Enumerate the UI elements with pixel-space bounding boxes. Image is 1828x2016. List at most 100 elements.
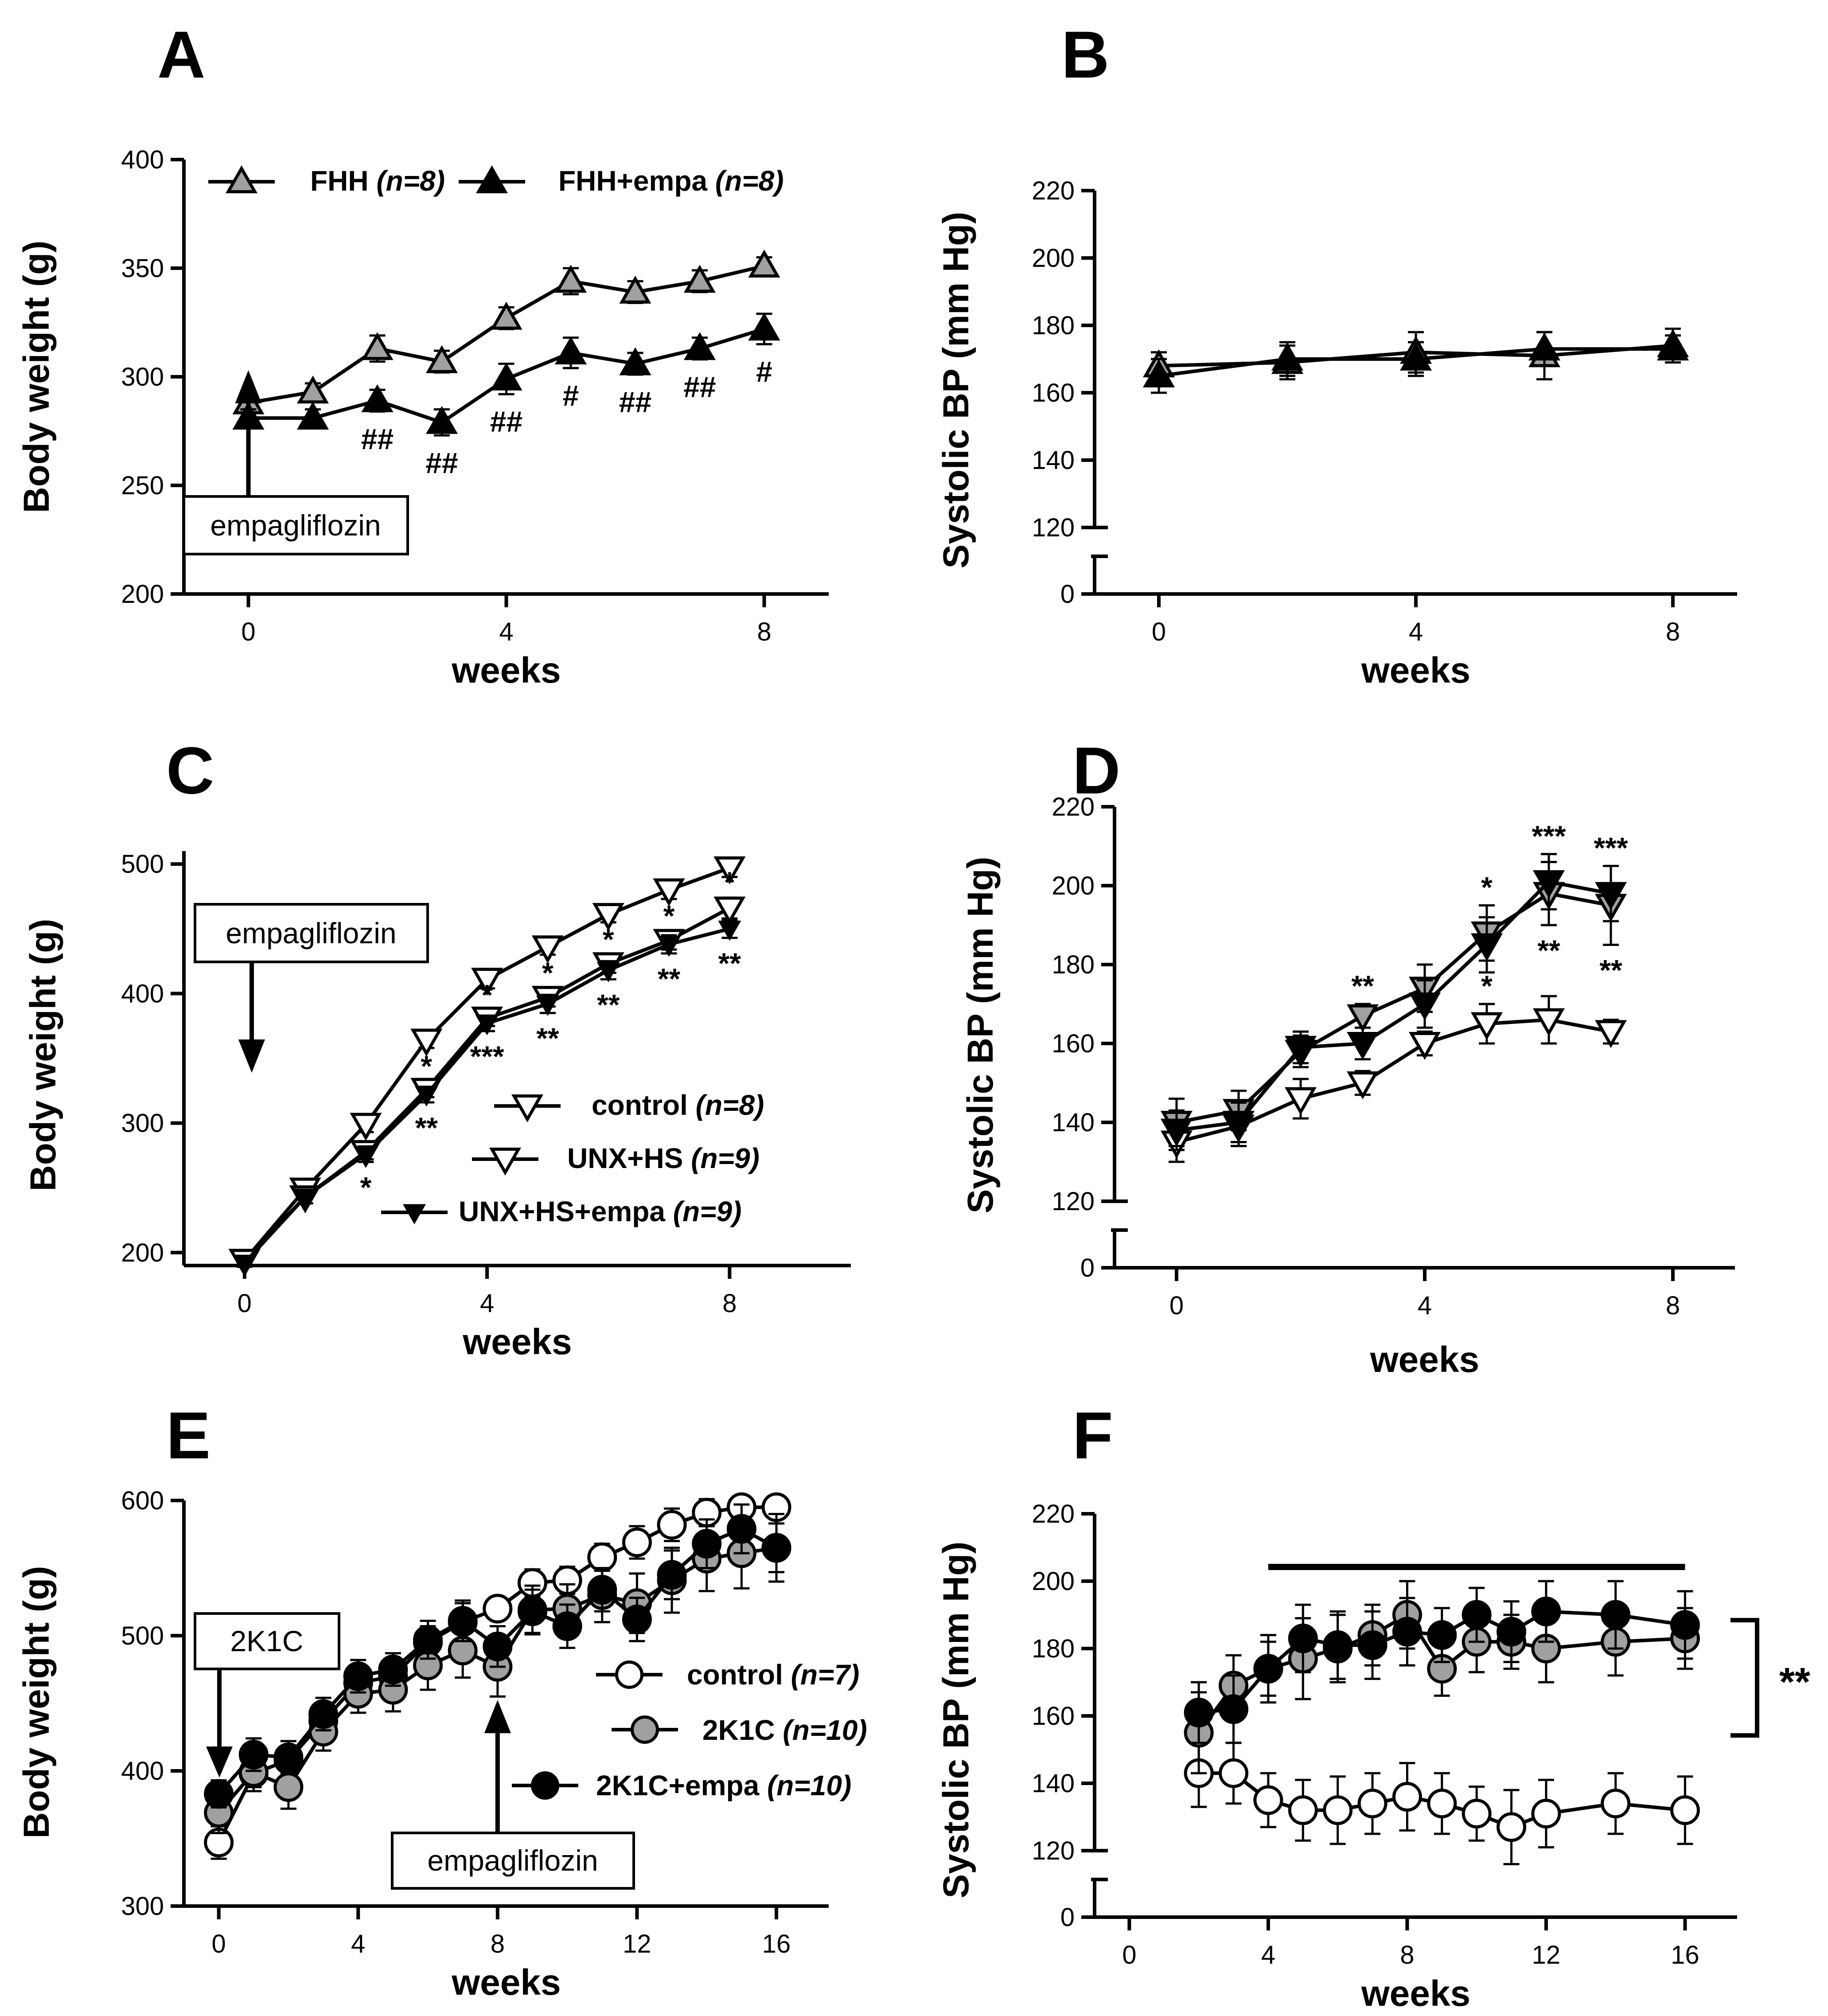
significance-mark-below: ** [1537,934,1560,967]
y-tick-label-c: 200 [121,1239,164,1267]
x-tick-label-c: 8 [722,1289,737,1318]
legend-a: FHH (n=8) FHH+empa (n=8) [310,165,784,197]
significance-bracket [1731,1618,1759,1738]
legend-marker [225,165,258,193]
y-tick-label-f: 140 [1032,1769,1075,1798]
data-point [554,265,587,293]
legend-marker [489,1148,522,1176]
data-point [350,1113,382,1141]
significance-mark-above: * [603,923,614,956]
data-point [619,275,651,304]
significance-mark-above: ** [1351,969,1374,1002]
data-point [1222,1111,1255,1139]
significance-mark-above: * [663,899,675,932]
y-tick-label-c: 300 [121,1109,164,1138]
y-tick-label-b: 120 [1032,513,1075,542]
x-tick-label-c: 4 [480,1289,494,1318]
data-point [1408,1032,1441,1060]
data-point [1392,1617,1422,1647]
legend-e-markers [512,1660,678,1800]
significance-mark: ## [683,371,716,403]
data-point [1284,1035,1317,1064]
significance-mark-above: *** [1594,832,1628,864]
data-point [448,1606,478,1636]
data-point [483,1631,513,1661]
legend-e-label-2: 2K1C (n=10) [702,1714,867,1746]
legend-c-label-2: UNX+HS (n=9) [567,1142,760,1174]
data-point [1288,1623,1318,1653]
x-tick-label-b: 0 [1152,617,1166,646]
legend-c-label-3: UNX+HS+empa (n=9) [459,1196,741,1227]
data-point [361,332,394,360]
data-point [1657,332,1689,361]
y-tick-label-d: 220 [1052,793,1095,821]
annotation-e-empa-box [391,1832,635,1890]
data-point [490,362,522,391]
annotation-e-empa: empagliflozin [391,1832,635,1890]
data-point [483,1594,513,1624]
y-tick-label-b: 220 [1032,176,1075,205]
legend-e-label-3: 2K1C+empa (n=10) [596,1770,851,1801]
y-tick-label-d: 120 [1052,1187,1095,1216]
data-point [1532,1008,1565,1036]
significance-mark-below: *** [470,1040,504,1073]
significance-mark: ## [490,405,522,438]
annotation-a: empagliflozin [183,495,409,555]
x-tick-label-f: 8 [1400,1941,1414,1969]
y-axis-label-a: Body weight (g) [16,241,57,513]
significance-mark-below: ** [658,962,681,995]
x-tick-label-a: 4 [499,617,513,646]
data-point [1408,992,1441,1021]
x-tick-label-c: 0 [238,1289,252,1318]
data-point [1160,1118,1193,1147]
series-line [1176,891,1611,1124]
data-point [587,1575,617,1605]
data-point [361,384,394,412]
data-point [1594,882,1627,910]
data-point [293,1188,317,1209]
x-tick-label-b: 4 [1409,617,1423,646]
significance-mark-below: ** [1599,954,1622,987]
data-point [748,313,780,341]
data-point [718,920,741,941]
legend-c-markers [381,1094,561,1225]
data-point [713,856,746,885]
data-point [413,1625,443,1655]
data-point [683,265,716,293]
data-point [1427,1789,1457,1819]
y-tick-label-b: 140 [1032,446,1075,475]
series-f-0 [1184,1738,1700,1865]
data-point [1323,1630,1353,1660]
data-point [273,1743,304,1772]
x-tick-label-e: 16 [762,1930,791,1958]
x-tick-label-e: 0 [212,1930,226,1958]
y-tick-label-f: 220 [1032,1500,1075,1528]
annotation-e-empa-text: empagliflozin [427,1844,598,1877]
data-point [1670,1795,1700,1825]
y-axis-label-f: Systolic BP (mm Hg) [936,1542,976,1899]
series-a-1 [232,313,780,437]
panel-letter-d: D [1072,733,1120,808]
x-tick-label-d: 4 [1418,1291,1432,1320]
x-tick-label-f: 16 [1671,1941,1699,1969]
y-axis-label-d: Systolic BP (mm Hg) [960,857,1001,1214]
data-point [204,1779,234,1809]
series-line [1176,879,1611,1132]
x-tick-label-a: 8 [757,617,771,646]
data-point [622,1528,652,1558]
y-tick-label-a: 250 [121,471,164,500]
x-tick-label-e: 12 [623,1930,651,1958]
panel-letter-b: B [1061,17,1109,92]
legend-e-label-1: control (n=7) [687,1659,859,1691]
significance-mark-above: *** [1532,820,1566,852]
data-point [517,1596,547,1626]
data-point [552,1611,582,1641]
significance-mark-below: ** [415,1111,438,1144]
annotation-e-2k1c-text: 2K1C [230,1625,303,1657]
data-point [657,1510,687,1540]
y-tick-label-b: 160 [1032,379,1075,407]
x-axis-label-f: weeks [1361,1973,1470,2014]
data-point [1357,1789,1388,1819]
significance-mark-below: * [1481,969,1493,1002]
y-tick-label-d: 180 [1052,950,1095,979]
